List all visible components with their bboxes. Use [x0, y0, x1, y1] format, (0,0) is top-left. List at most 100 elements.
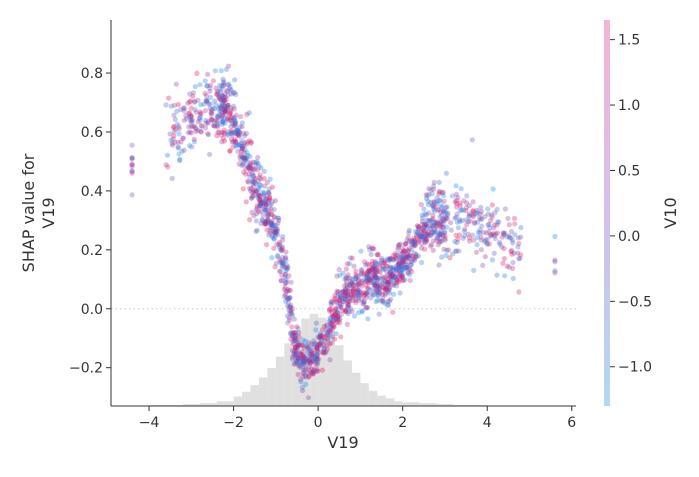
colorbar-tick-label: 0.0: [618, 229, 640, 245]
data-point: [285, 300, 292, 306]
data-point: [367, 247, 373, 253]
data-point: [337, 272, 343, 278]
data-point: [240, 155, 246, 161]
data-point: [208, 109, 215, 115]
data-point: [237, 124, 243, 130]
data-point: [335, 290, 341, 296]
data-point: [301, 361, 307, 368]
data-point: [301, 370, 307, 376]
data-point: [511, 250, 517, 256]
data-point: [492, 233, 498, 239]
data-point: [267, 195, 273, 201]
data-point: [291, 335, 297, 341]
data-point: [288, 304, 294, 310]
data-point: [298, 379, 304, 385]
data-point: [221, 138, 228, 144]
data-point: [241, 169, 247, 175]
data-point: [324, 336, 330, 342]
data-point: [219, 129, 225, 135]
data-point: [375, 282, 381, 289]
data-point: [189, 118, 195, 124]
data-point: [426, 210, 432, 216]
data-point: [192, 99, 198, 105]
histogram-bar: [258, 377, 268, 406]
data-point: [262, 200, 268, 207]
data-point: [314, 366, 320, 372]
data-point: [171, 133, 177, 139]
data-point: [269, 218, 275, 224]
data-point: [478, 234, 484, 240]
data-point: [244, 111, 250, 117]
data-point: [238, 148, 245, 154]
data-point: [364, 290, 370, 296]
data-point: [479, 216, 485, 222]
data-point: [399, 256, 405, 262]
data-point: [340, 288, 347, 294]
data-point: [346, 261, 353, 267]
data-point: [345, 298, 351, 304]
data-point: [263, 242, 270, 248]
data-point: [462, 233, 468, 239]
data-point: [304, 356, 310, 363]
data-point: [517, 255, 523, 261]
data-point: [331, 324, 337, 330]
y-tick-label: 0.2: [81, 243, 103, 259]
data-point: [470, 208, 476, 214]
data-point: [443, 170, 449, 176]
data-point: [464, 200, 470, 206]
data-point: [409, 268, 415, 275]
data-point: [258, 208, 264, 214]
data-point: [311, 367, 317, 373]
data-point: [236, 133, 242, 139]
data-point: [285, 288, 291, 294]
data-point: [288, 336, 294, 342]
data-point: [187, 91, 193, 97]
data-point: [329, 325, 335, 331]
data-point: [464, 204, 470, 211]
data-point: [253, 228, 259, 234]
x-tick-label: 0: [314, 415, 323, 431]
data-point: [396, 261, 402, 267]
data-point: [275, 220, 281, 226]
data-point: [219, 93, 225, 99]
data-point: [361, 299, 368, 305]
data-point: [278, 278, 284, 284]
data-point: [348, 292, 354, 298]
data-point: [250, 183, 256, 189]
data-point: [406, 254, 412, 260]
data-point: [288, 309, 294, 315]
data-point: [358, 270, 364, 276]
data-point: [450, 251, 456, 257]
data-point: [445, 212, 451, 218]
data-point: [246, 163, 253, 169]
data-point: [496, 239, 502, 245]
data-point: [343, 309, 349, 315]
x-tick-label: 4: [483, 415, 492, 431]
data-point: [176, 151, 182, 157]
data-point: [349, 280, 355, 286]
y-axis-label-line2: V19: [39, 197, 58, 228]
data-point: [345, 304, 351, 310]
data-point: [214, 124, 220, 130]
data-point: [321, 348, 327, 355]
data-point: [264, 179, 270, 186]
data-point: [400, 260, 406, 266]
data-point: [419, 221, 425, 227]
data-point: [269, 232, 276, 239]
data-point: [266, 191, 272, 197]
data-point: [415, 229, 421, 235]
data-point: [190, 124, 196, 130]
data-point: [474, 207, 480, 213]
data-point: [246, 165, 252, 171]
data-point: [385, 281, 391, 288]
data-point: [494, 222, 500, 228]
data-point: [463, 208, 469, 214]
data-point: [274, 228, 281, 234]
data-point: [221, 79, 227, 85]
data-point: [422, 228, 428, 234]
data-point: [377, 290, 383, 296]
data-point: [257, 197, 263, 203]
data-point: [194, 70, 200, 76]
data-point: [423, 195, 430, 202]
data-point: [411, 239, 418, 245]
